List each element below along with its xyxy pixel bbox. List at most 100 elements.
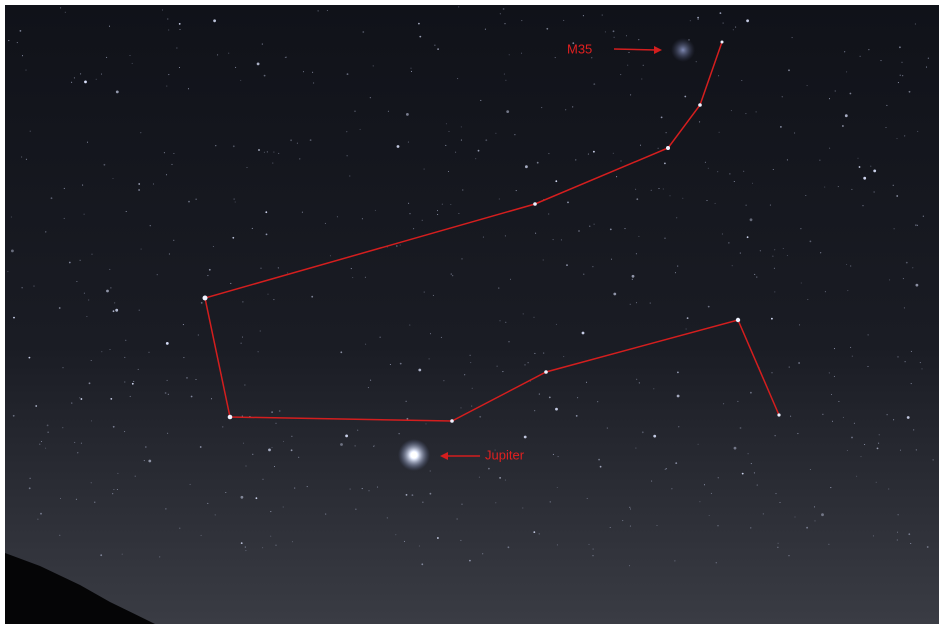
star [640, 145, 641, 146]
star [437, 48, 439, 50]
star [675, 462, 677, 464]
star [408, 142, 409, 143]
star [430, 470, 431, 471]
star [45, 231, 46, 232]
star [838, 401, 839, 402]
star [770, 205, 771, 206]
star [534, 353, 535, 354]
star [109, 26, 110, 27]
star [347, 73, 349, 75]
star [850, 265, 851, 266]
star [153, 183, 154, 184]
star [228, 415, 233, 420]
star [539, 533, 540, 534]
star [718, 75, 719, 76]
star [743, 171, 744, 172]
star [245, 465, 246, 466]
star [706, 200, 707, 201]
star [418, 369, 421, 372]
star [195, 379, 196, 380]
star [8, 40, 9, 41]
star [373, 446, 374, 447]
star [893, 419, 894, 420]
star [126, 211, 127, 212]
star [460, 540, 461, 541]
star [318, 10, 319, 11]
star [857, 158, 858, 159]
star [457, 518, 458, 519]
star [834, 348, 835, 349]
star [915, 23, 916, 24]
star [750, 218, 753, 221]
star [497, 366, 498, 367]
star [845, 114, 848, 117]
star [563, 20, 564, 21]
star [327, 10, 328, 11]
star [800, 228, 801, 229]
star [138, 183, 140, 185]
star [563, 356, 564, 357]
jupiter-core [411, 452, 418, 459]
star [368, 387, 369, 388]
star [368, 490, 369, 491]
star [838, 186, 839, 187]
star [81, 398, 83, 400]
star [774, 268, 775, 269]
star [900, 450, 901, 451]
star [736, 318, 740, 322]
star [325, 514, 326, 515]
star [740, 427, 742, 429]
star [166, 174, 167, 175]
star [548, 153, 549, 154]
star [215, 514, 216, 515]
star [799, 324, 800, 325]
night-sky-photo: M35 Jupiter [0, 0, 944, 629]
star [850, 93, 852, 95]
star [661, 117, 663, 119]
star [906, 262, 908, 264]
star [258, 351, 259, 352]
star [104, 164, 106, 166]
star [797, 433, 798, 434]
star [732, 265, 733, 266]
star [22, 287, 23, 288]
star [669, 195, 670, 196]
star [904, 307, 905, 308]
star [225, 492, 226, 493]
star [723, 23, 724, 24]
star [880, 60, 881, 61]
star [639, 382, 640, 383]
star [636, 253, 637, 254]
star [805, 195, 806, 196]
star [697, 17, 699, 19]
star [167, 380, 168, 381]
star [555, 57, 556, 58]
star [651, 190, 652, 191]
star [39, 444, 40, 445]
sky [5, 5, 939, 624]
star [268, 449, 271, 452]
star [129, 55, 130, 56]
star [287, 272, 288, 273]
star [664, 238, 665, 239]
star [720, 12, 722, 14]
star [110, 287, 111, 288]
star [298, 457, 299, 458]
star [550, 501, 551, 502]
star [613, 293, 616, 296]
star [114, 302, 115, 303]
star [448, 131, 449, 132]
star [470, 362, 471, 363]
star [499, 320, 500, 321]
star [47, 425, 49, 427]
star [859, 166, 861, 168]
star [257, 63, 260, 66]
star [653, 388, 654, 389]
star [270, 536, 271, 537]
star [244, 384, 245, 385]
star [407, 418, 409, 420]
star [362, 31, 364, 33]
star [201, 535, 202, 536]
star [213, 246, 214, 247]
star [412, 494, 414, 496]
